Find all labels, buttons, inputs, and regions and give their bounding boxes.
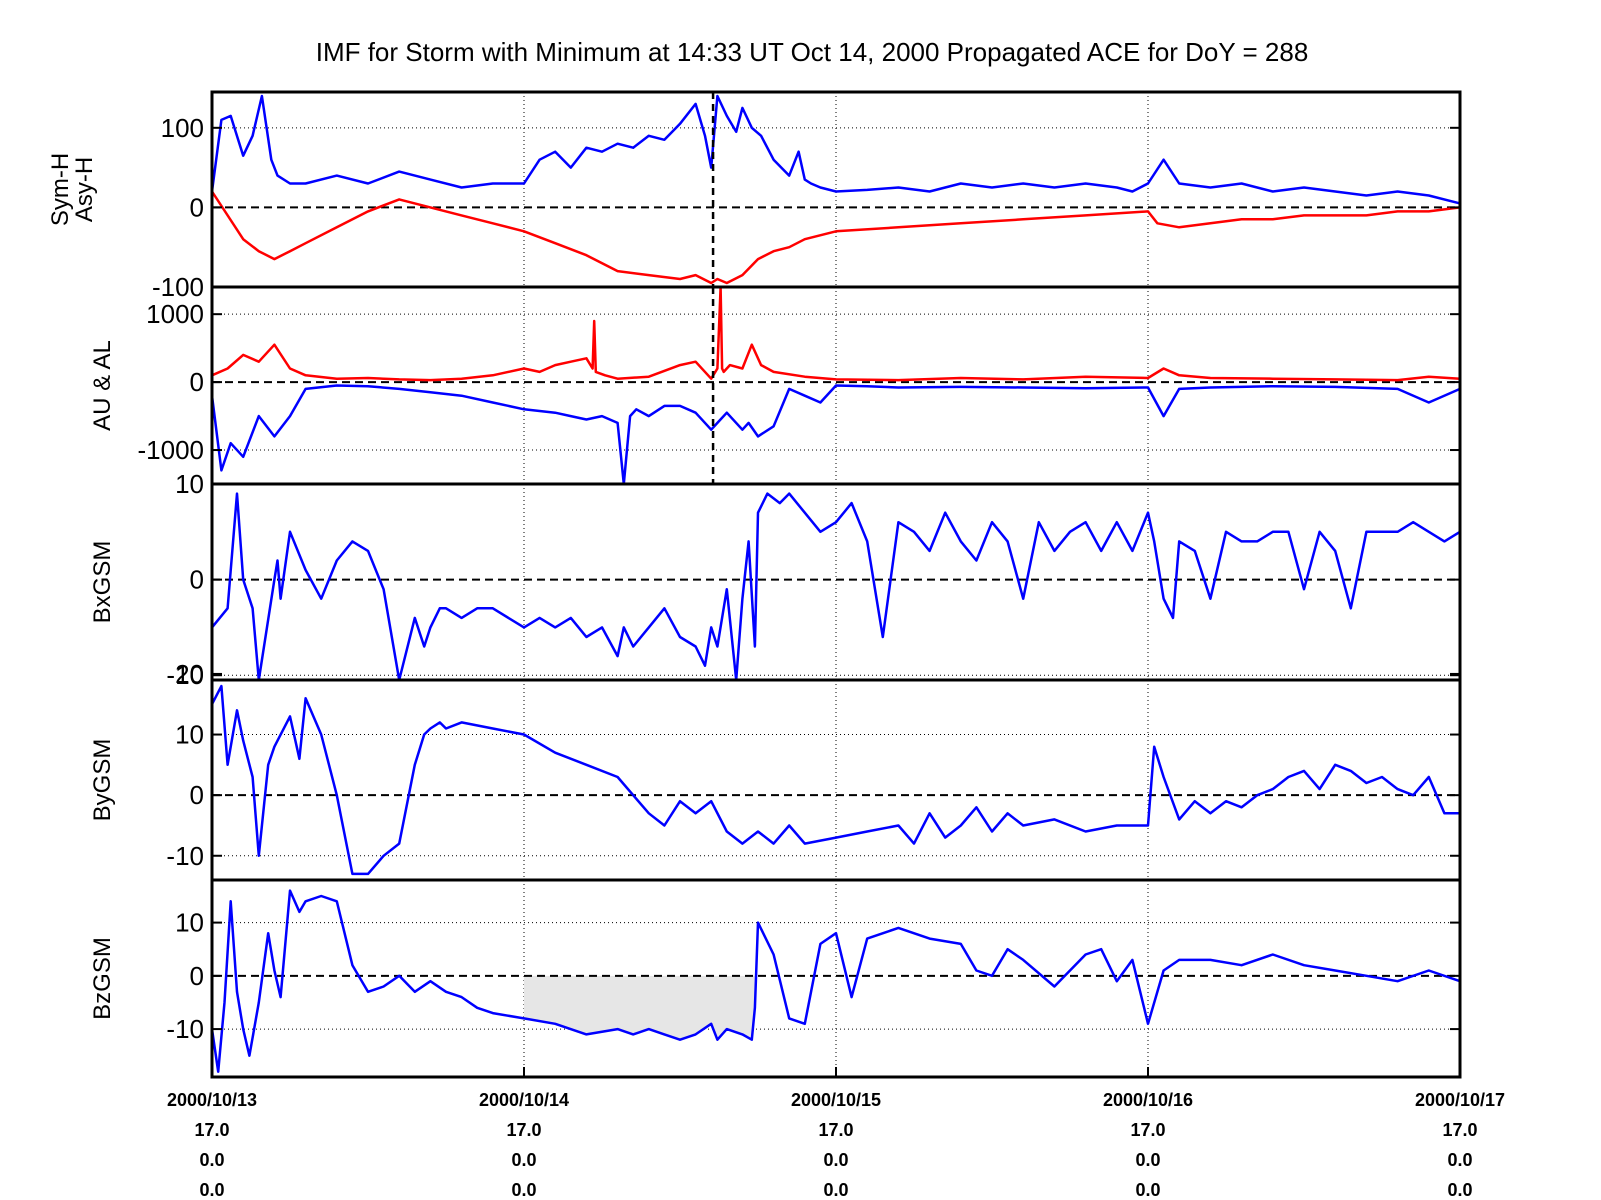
panel-2-ylabel-1: AU & AL: [89, 340, 116, 431]
xtick-label-1-4: 0.0: [199, 1180, 224, 1200]
xtick-label-5-4: 0.0: [1447, 1180, 1472, 1200]
panel-1-ylabel-1: Sym-H: [47, 153, 74, 226]
xtick-label-5-2: 17.0: [1442, 1120, 1477, 1140]
xtick-label-4-3: 0.0: [1135, 1150, 1160, 1170]
panel-5-series-1: [210, 889, 1461, 1073]
xtick-label-4-4: 0.0: [1135, 1180, 1160, 1200]
xtick-label-5-1: 2000/10/17: [1415, 1090, 1505, 1110]
time-axis: 2000/10/13 17.0 0.0 0.0 2000/10/14 17.0 0.0 0.0…: [167, 1067, 1505, 1200]
panel-4-ytick-label-3: 0: [190, 780, 204, 810]
panel-5-ytick-label-2: 0: [190, 961, 204, 991]
panel-3: 10 0 -10 BxGSM: [89, 469, 1462, 690]
xtick-label-1-3: 0.0: [199, 1150, 224, 1170]
panel-4-series-1: [210, 684, 1460, 876]
panel-3-series-1: [211, 492, 1461, 682]
panel-2-series-1: [211, 285, 1461, 382]
panel-3-ytick-label-1: 10: [175, 469, 204, 499]
xtick-label-3-4: 0.0: [823, 1180, 848, 1200]
xtick-label-1-1: 2000/10/13: [167, 1090, 257, 1110]
panel-4-ylabel-1: ByGSM: [89, 739, 116, 822]
figure-title: IMF for Storm with Minimum at 14:33 UT O…: [316, 37, 1309, 67]
xtick-label-5-3: 0.0: [1447, 1150, 1472, 1170]
panel-3-ytick-label-2: 0: [190, 565, 204, 595]
xtick-label-3-1: 2000/10/15: [791, 1090, 881, 1110]
panel-5-ytick-label-1: 10: [175, 908, 204, 938]
panel-5-ytick-label-3: -10: [166, 1014, 204, 1044]
panel-3-ylabel-1: BxGSM: [89, 541, 116, 624]
panel-1-ytick-label-3: -100: [152, 272, 204, 302]
panel-2-ytick-label-1: 1000: [146, 299, 204, 329]
xtick-label-3-2: 17.0: [818, 1120, 853, 1140]
panel-4: 20 10 0 -10 ByGSM: [89, 659, 1462, 882]
panel-2: 1000 0 -1000 AU & AL: [89, 285, 1462, 486]
xtick-label-4-1: 2000/10/16: [1103, 1090, 1193, 1110]
panel-4-ytick-label-2: 10: [175, 720, 204, 750]
xtick-label-4-2: 17.0: [1130, 1120, 1165, 1140]
panel-1-frame: [210, 90, 1462, 289]
xtick-label-1-2: 17.0: [194, 1120, 229, 1140]
panel-4-ytick-label-1: 20: [175, 659, 204, 689]
panel-1-ylabel-2: Asy-H: [71, 157, 98, 222]
xtick-label-2-1: 2000/10/14: [479, 1090, 569, 1110]
panel-5-ylabel-1: BzGSM: [89, 937, 116, 1020]
panel-1-series-1: [210, 94, 1461, 205]
panel-2-ytick-label-3: -1000: [138, 435, 205, 465]
panel-1-ytick-label-2: 0: [190, 192, 204, 222]
panel-5: 10 0 -10 BzGSM: [89, 878, 1462, 1079]
xtick-label-2-3: 0.0: [511, 1150, 536, 1170]
panel-4-ytick-label-4: -10: [166, 841, 204, 871]
panel-1-ytick-label-1: 100: [161, 113, 204, 143]
xtick-label-2-4: 0.0: [511, 1180, 536, 1200]
panel-5-negative-bz-shading: [524, 975, 755, 1040]
panel-2-series-2: [210, 384, 1461, 486]
xtick-label-3-3: 0.0: [823, 1150, 848, 1170]
panel-1-series-2: [210, 190, 1461, 285]
panel-3-ytick-label-3: -10: [166, 660, 204, 690]
xtick-label-2-2: 17.0: [506, 1120, 541, 1140]
panel-3-frame: [210, 482, 1462, 682]
panel-5-frame: [210, 878, 1462, 1079]
panel-2-ytick-label-2: 0: [190, 367, 204, 397]
